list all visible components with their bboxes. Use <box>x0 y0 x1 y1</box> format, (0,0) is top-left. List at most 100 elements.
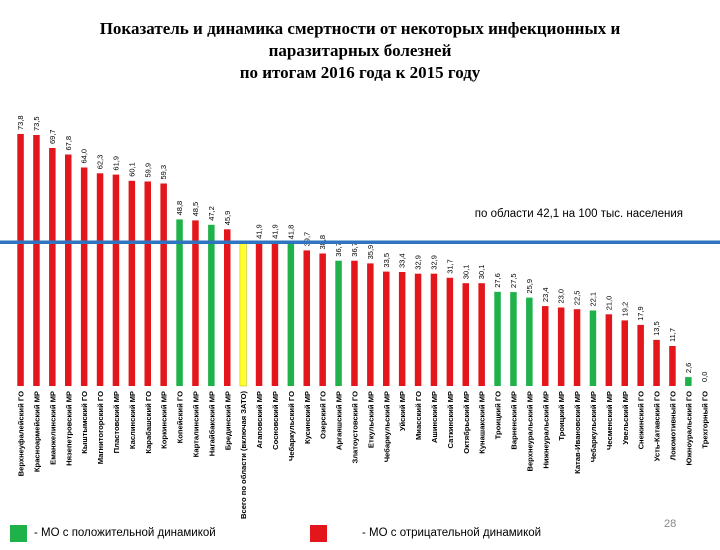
category-label: Кыштымский ГО <box>80 391 89 454</box>
category-label: Пластовский МР <box>112 391 121 453</box>
legend-negative-swatch <box>310 525 327 542</box>
bar <box>128 180 136 386</box>
category-label: Верхнеуфалейский ГО <box>17 391 26 476</box>
value-label: 17,9 <box>636 306 645 321</box>
bar <box>112 174 120 386</box>
bar <box>573 309 581 386</box>
value-label: 69,7 <box>48 129 57 144</box>
category-label: Карабашский ГО <box>144 391 153 454</box>
chart-title-line-1: Показатель и динамика смертности от неко… <box>99 19 621 38</box>
bar <box>65 154 72 386</box>
legend-positive-swatch <box>10 525 27 542</box>
category-label: Брединский МР <box>223 391 232 450</box>
category-label: Южноуральский ГО <box>684 391 693 466</box>
value-label: 13,5 <box>652 321 661 336</box>
category-label: Сосновский МР <box>271 391 280 450</box>
value-label: 47,2 <box>207 206 216 221</box>
value-label: 45,9 <box>223 211 232 226</box>
category-label: Чесменский МР <box>605 391 614 450</box>
chart-title-line-2: паразитарных болезней <box>268 41 452 60</box>
value-label: 23,4 <box>541 287 550 302</box>
value-label: 11,7 <box>668 328 677 342</box>
value-label: 31,7 <box>445 259 454 274</box>
value-label: 22,1 <box>588 292 597 307</box>
chart-title: Показатель и динамика смертности от неко… <box>0 18 720 84</box>
category-label: Красноармейский МР <box>33 391 42 472</box>
value-label: 22,5 <box>573 291 582 306</box>
bar <box>335 260 342 386</box>
category-label: Локомотивный ГО <box>668 391 677 460</box>
bar <box>319 253 326 386</box>
bar <box>557 307 565 386</box>
bar <box>446 277 454 386</box>
bar <box>287 243 295 386</box>
value-label: 23,0 <box>557 289 566 304</box>
bars-group <box>17 134 692 387</box>
bar <box>383 271 390 386</box>
category-label: Каслинский МР <box>128 391 137 449</box>
value-label: 61,9 <box>112 156 121 171</box>
category-label: Трехгорный ГО <box>700 391 709 449</box>
value-label: 59,9 <box>143 163 152 178</box>
value-label: 39,7 <box>302 232 311 247</box>
bar <box>49 148 56 386</box>
value-label: 30,1 <box>461 265 470 280</box>
value-label: 73,8 <box>16 115 25 130</box>
value-label: 33,5 <box>382 253 391 268</box>
bar <box>462 283 469 386</box>
bar <box>96 173 104 386</box>
category-label: Нижнеуральский МР <box>541 391 550 469</box>
category-label: Еткульский МР <box>366 391 375 448</box>
bar <box>17 134 24 386</box>
value-label: 25,9 <box>525 279 534 294</box>
bar <box>685 377 692 386</box>
category-label: Нязепетровский МР <box>64 391 73 466</box>
bar <box>176 219 183 386</box>
value-label: 35,9 <box>366 245 375 260</box>
bar <box>33 135 40 386</box>
category-label: Октябрьский МР <box>462 391 471 454</box>
bar <box>605 314 613 386</box>
category-label: Магнитогорский ГО <box>96 391 105 464</box>
category-label: Аргаяшский МР <box>335 391 344 450</box>
category-label: Златоустовский ГО <box>351 391 360 464</box>
value-label: 73,5 <box>32 116 41 131</box>
bar <box>526 297 533 386</box>
value-label: 27,6 <box>493 273 502 288</box>
bar <box>192 220 199 386</box>
category-label: Варненский МР <box>510 391 519 450</box>
value-label: 30,1 <box>477 265 486 280</box>
category-label: Нагайбакский МР <box>207 391 216 456</box>
reference-line-label: по области 42,1 на 100 тыс. населения <box>475 208 683 220</box>
bar <box>224 229 231 386</box>
bar <box>510 292 517 386</box>
bar <box>398 272 406 386</box>
bar <box>494 291 501 386</box>
bar <box>478 283 485 386</box>
value-label: 36,7 <box>334 242 343 257</box>
category-label: Усть-Катавский ГО <box>653 391 662 461</box>
value-label: 67,8 <box>64 136 73 151</box>
category-label: Саткинский МР <box>446 391 455 448</box>
value-label: 41,9 <box>255 224 264 239</box>
category-label: Катав-Ивановский МР <box>573 391 582 474</box>
bar <box>367 263 374 386</box>
category-label: Увельский МР <box>621 391 630 445</box>
page-number: 28 <box>664 518 677 530</box>
value-label: 41,8 <box>286 225 295 240</box>
category-labels-group: Верхнеуфалейский ГО Красноармейский МР Ема… <box>17 391 710 519</box>
value-label: 21,0 <box>604 296 613 311</box>
category-label: Троицкий ГО <box>494 391 503 439</box>
bar <box>208 224 215 386</box>
category-label: Карталинский МР <box>192 391 201 457</box>
legend-positive-label: - МО с положительной динамикой <box>34 527 216 539</box>
bar <box>239 241 247 387</box>
category-label: Всего по области (включая ЗАТО) <box>239 391 248 519</box>
category-label: Ашинский МР <box>430 391 439 443</box>
category-label: Снежинский ГО <box>637 391 646 450</box>
value-label: 2,6 <box>684 363 693 373</box>
category-label: Еманжелинский МР <box>48 391 57 465</box>
category-label: Чебаркульский МР <box>382 391 391 462</box>
category-label: Коркинский МР <box>160 391 169 449</box>
category-label: Чебаркульский ГО <box>287 391 296 461</box>
